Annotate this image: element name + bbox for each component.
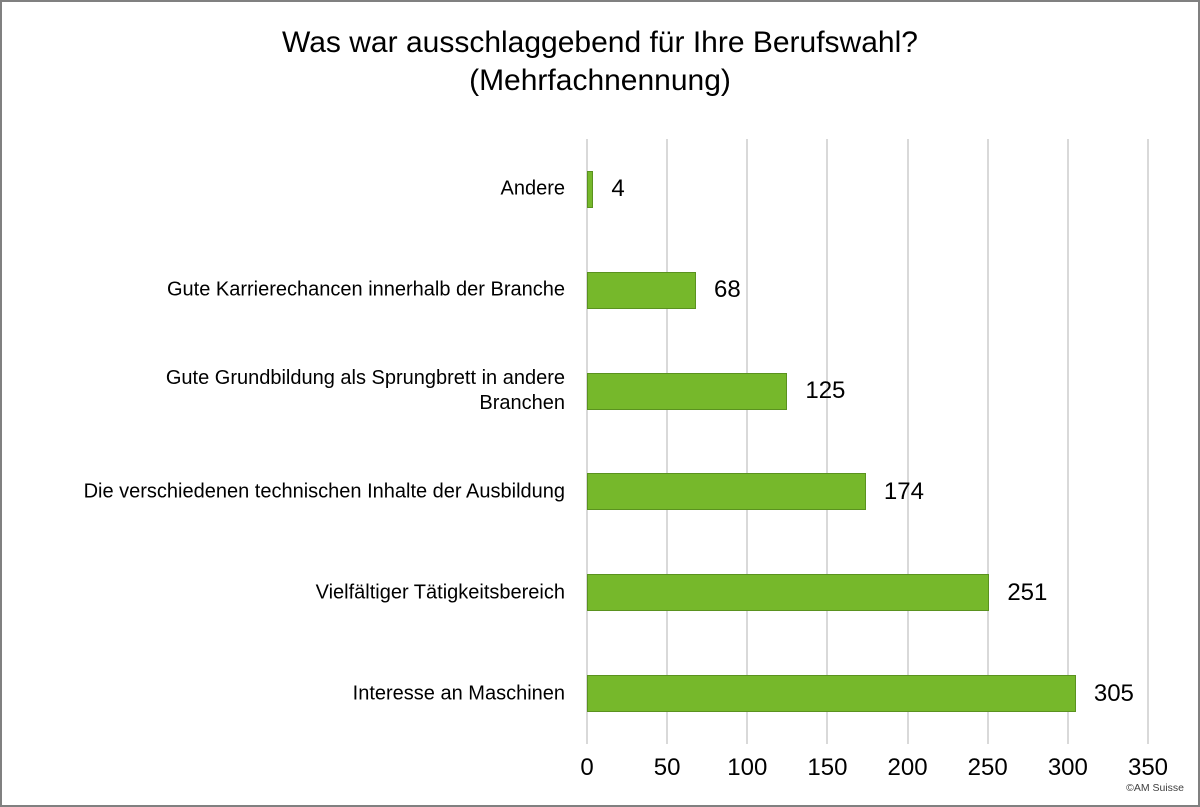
value-label: 251	[1007, 578, 1048, 606]
value-label: 125	[805, 377, 846, 405]
gridline	[826, 139, 829, 744]
bar	[587, 675, 1076, 713]
gridline	[586, 139, 588, 744]
category-label: Gute Karrierechancen innerhalb der Branc…	[166, 278, 565, 301]
category-label: Vielfältiger Tätigkeitsbereich	[315, 581, 565, 604]
chart-title: Was war ausschlaggebend für Ihre Berufsw…	[2, 24, 1198, 100]
bar	[587, 271, 696, 309]
gridline	[1066, 139, 1069, 744]
value-label: 174	[883, 477, 924, 505]
gridline	[666, 139, 669, 744]
bar	[587, 574, 990, 612]
gridline	[1147, 139, 1149, 744]
gridline	[746, 139, 749, 744]
x-tick-label: 200	[887, 754, 928, 781]
category-label: Andere	[500, 177, 566, 200]
category-label: Gute Grundbildung als Sprungbrett in and…	[165, 367, 565, 415]
x-tick-label: 100	[727, 754, 768, 781]
attribution-text: ©AM Suisse	[1126, 782, 1184, 794]
value-label: 68	[713, 276, 741, 304]
x-tick-label: 300	[1047, 754, 1088, 781]
bar	[587, 170, 594, 208]
gridline	[906, 139, 909, 744]
x-tick-label: 0	[580, 754, 594, 781]
chart-title-line2: (Mehrfachnennung)	[469, 64, 731, 97]
x-tick-label: 150	[807, 754, 848, 781]
category-label: Die verschiedenen technischen Inhalte de…	[83, 480, 565, 503]
x-tick-label: 350	[1127, 754, 1169, 781]
plot-area: 0 50 100 150 200 250 300 350 4 68 125 174 251 305	[580, 139, 1168, 781]
value-label: 4	[611, 175, 625, 203]
x-tick-label: 250	[967, 754, 1008, 781]
bar	[587, 473, 866, 511]
gridline	[986, 139, 989, 744]
category-labels: Andere Gute Karrierechancen innerhalb der…	[2, 139, 577, 744]
value-label: 305	[1093, 679, 1134, 707]
x-tick-label: 50	[653, 754, 681, 781]
category-label: Interesse an Maschinen	[352, 682, 565, 705]
chart-title-line1: Was war ausschlaggebend für Ihre Berufsw…	[282, 26, 918, 59]
bar	[587, 372, 788, 410]
